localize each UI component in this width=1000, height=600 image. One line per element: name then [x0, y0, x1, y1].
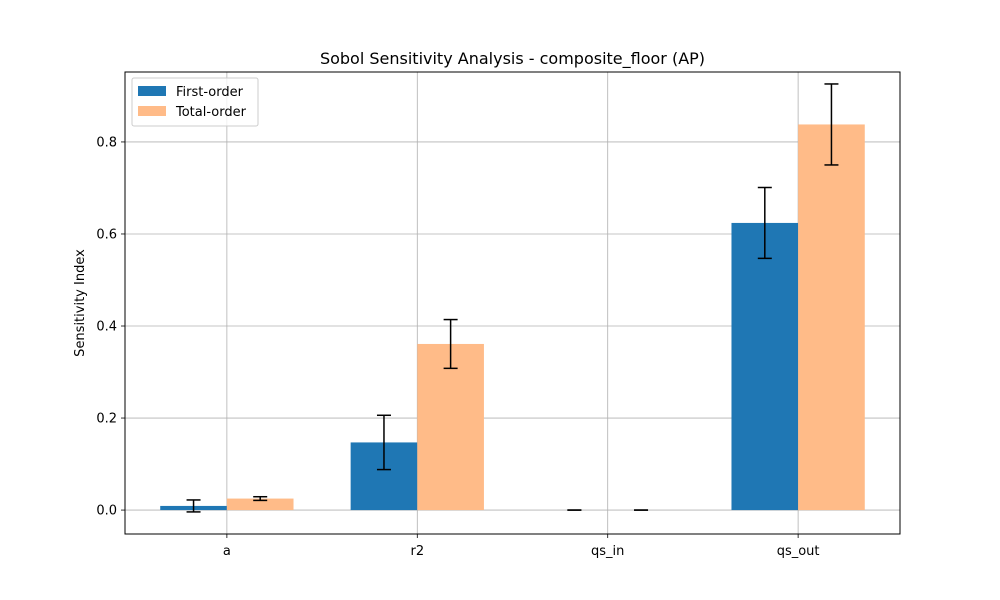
bar-total-order-r2 [417, 343, 484, 511]
error-bar [824, 83, 839, 166]
y-tick-label: 0.4 [96, 320, 117, 335]
error-bar [186, 499, 201, 513]
bar-first-order-qs-out [731, 222, 799, 511]
legend-label-first-order: First-order [176, 85, 244, 100]
error-bar [757, 186, 772, 260]
error-bar [376, 414, 391, 471]
x-tick-label: r2 [410, 544, 424, 559]
chart-title: Sobol Sensitivity Analysis - composite_f… [320, 49, 705, 69]
plot-frame [124, 71, 901, 535]
y-tick-label: 0.6 [96, 227, 117, 242]
bar-total-order-a [226, 498, 294, 511]
bars-layer [160, 124, 865, 511]
legend-swatch-first-order [138, 86, 166, 96]
error-bar [443, 318, 458, 370]
x-axis-ticks: a r2 qs_in qs_out [223, 534, 820, 559]
y-tick-label: 0.8 [96, 135, 117, 150]
y-axis-title: Sensitivity Index [73, 249, 88, 357]
legend-label-total-order: Total-order [175, 105, 247, 120]
y-axis-ticks: 0.0 0.2 0.4 0.6 0.8 [96, 135, 125, 519]
y-tick-label: 0.0 [96, 504, 117, 519]
legend-swatch-total-order [138, 106, 166, 116]
x-tick-label: a [223, 544, 231, 559]
error-bar [253, 495, 268, 502]
y-tick-label: 0.2 [96, 412, 117, 427]
legend: First-order Total-order [131, 77, 259, 127]
x-tick-label: qs_in [591, 544, 624, 559]
x-tick-label: qs_out [777, 544, 820, 559]
error-bars-layer [186, 83, 839, 513]
bar-total-order-qs-out [798, 124, 865, 511]
